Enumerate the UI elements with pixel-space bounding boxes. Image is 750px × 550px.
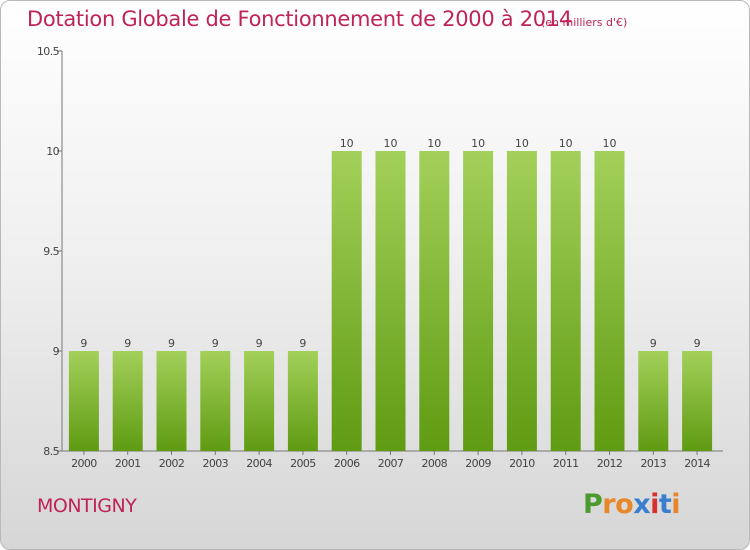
- bar: [682, 351, 713, 451]
- bar-value-label: 9: [212, 337, 219, 350]
- x-tick-label: 2011: [553, 457, 579, 470]
- x-tick-label: 2002: [159, 457, 185, 470]
- proxiti-logo: Proxiti: [583, 489, 681, 520]
- x-tick-label: 2010: [509, 457, 535, 470]
- y-tick-label: 10: [46, 145, 59, 158]
- bar: [331, 151, 362, 451]
- x-tick-label: 2014: [684, 457, 710, 470]
- bar: [375, 151, 406, 451]
- logo-letter: i: [650, 489, 659, 520]
- bar: [638, 351, 669, 451]
- x-tick-label: 2009: [465, 457, 491, 470]
- x-tick-label: 2013: [640, 457, 666, 470]
- bar-value-label: 10: [559, 137, 573, 150]
- bar-value-label: 9: [650, 337, 657, 350]
- bar-value-label: 9: [124, 337, 131, 350]
- y-tick-label: 9.5: [43, 245, 59, 258]
- bar-value-label: 10: [603, 137, 617, 150]
- bar: [112, 351, 143, 451]
- x-tick-label: 2001: [115, 457, 141, 470]
- x-tick-label: 2003: [202, 457, 228, 470]
- y-tick-label: 10.5: [37, 45, 60, 58]
- bar: [463, 151, 494, 451]
- bar: [200, 351, 231, 451]
- bar-value-label: 9: [299, 337, 306, 350]
- logo-letter: t: [658, 489, 672, 520]
- x-tick-label: 2000: [71, 457, 97, 470]
- bar: [244, 351, 275, 451]
- bar: [594, 151, 625, 451]
- x-tick-label: 2005: [290, 457, 316, 470]
- bar-value-label: 10: [340, 137, 354, 150]
- bar: [287, 351, 318, 451]
- logo-letter: P: [583, 489, 603, 520]
- x-tick-label: 2007: [378, 457, 404, 470]
- x-tick-label: 2006: [334, 457, 360, 470]
- chart-unit: (en milliers d'€): [541, 16, 628, 29]
- logo-letter: x: [633, 489, 651, 520]
- bar-value-label: 9: [168, 337, 175, 350]
- bar-value-label: 10: [515, 137, 529, 150]
- bar-value-label: 9: [694, 337, 701, 350]
- bar: [156, 351, 187, 451]
- y-tick-label: 9: [53, 345, 60, 358]
- chart-title: Dotation Globale de Fonctionnement de 20…: [27, 7, 572, 31]
- bar: [68, 351, 99, 451]
- logo-letter: o: [615, 489, 634, 520]
- city-name: MONTIGNY: [37, 495, 137, 517]
- logo-letter: i: [671, 489, 681, 520]
- bar: [506, 151, 537, 451]
- logo-letter: r: [602, 489, 616, 520]
- bar-value-label: 9: [80, 337, 87, 350]
- x-tick-label: 2012: [597, 457, 623, 470]
- bar: [419, 151, 450, 451]
- x-tick-label: 2008: [421, 457, 447, 470]
- bar-value-label: 10: [471, 137, 485, 150]
- bar: [550, 151, 581, 451]
- bar-value-label: 10: [384, 137, 398, 150]
- x-tick-label: 2004: [246, 457, 272, 470]
- y-tick-label: 8.5: [43, 445, 59, 458]
- bar-value-label: 10: [427, 137, 441, 150]
- bar-value-label: 9: [256, 337, 263, 350]
